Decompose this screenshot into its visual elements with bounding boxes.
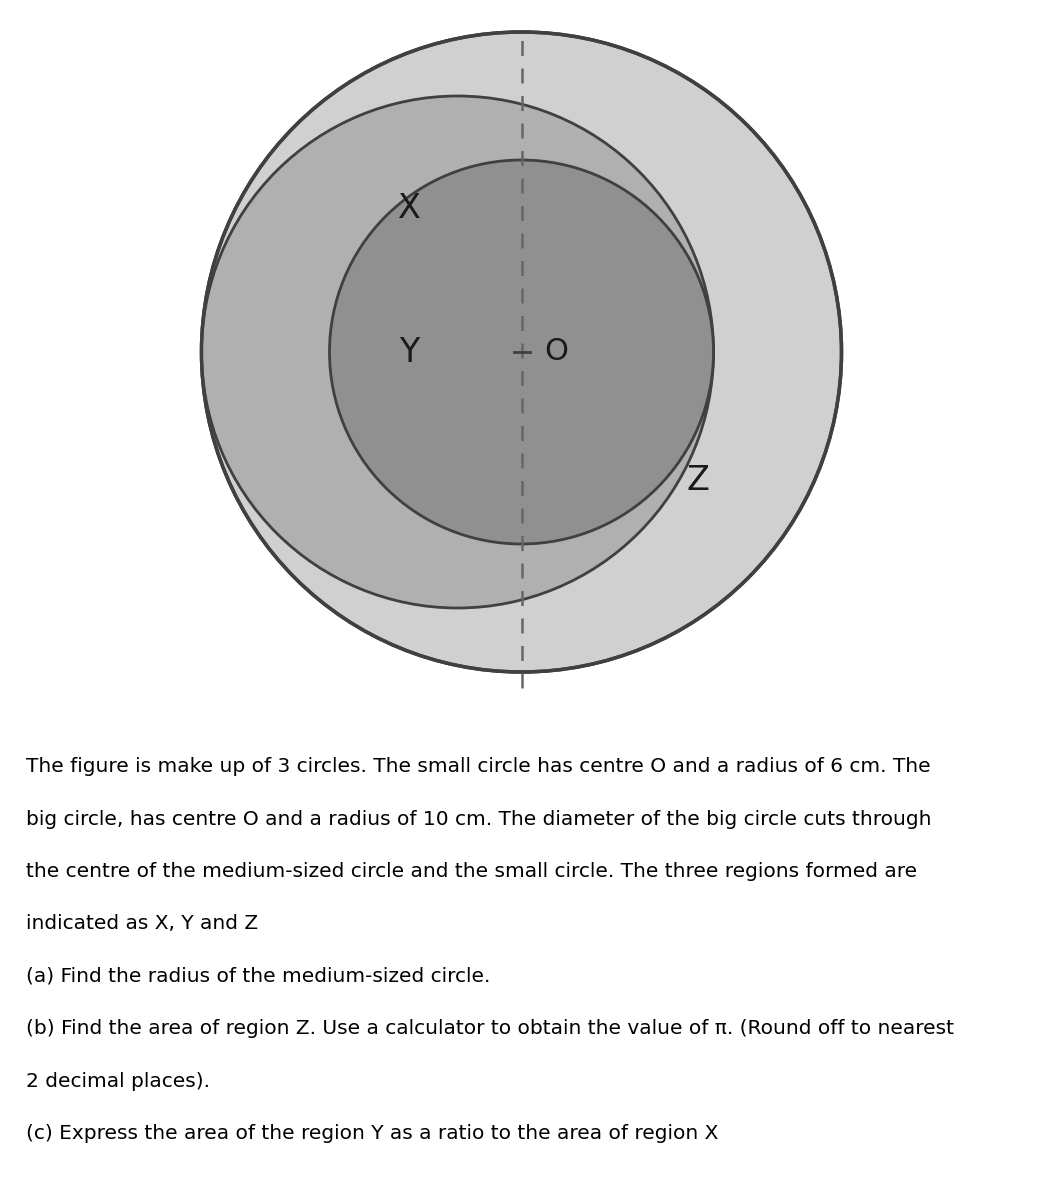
- Text: indicated as X, Y and Z: indicated as X, Y and Z: [26, 914, 259, 934]
- Text: The figure is make up of 3 circles. The small circle has centre O and a radius o: The figure is make up of 3 circles. The …: [26, 757, 930, 776]
- Text: (a) Find the radius of the medium-sized circle.: (a) Find the radius of the medium-sized …: [26, 967, 490, 986]
- Text: Y: Y: [399, 336, 419, 368]
- Text: the centre of the medium-sized circle and the small circle. The three regions fo: the centre of the medium-sized circle an…: [26, 862, 917, 881]
- Text: X: X: [398, 192, 421, 224]
- Text: 2 decimal places).: 2 decimal places).: [26, 1072, 210, 1091]
- Text: (b) Find the area of region Z. Use a calculator to obtain the value of π. (Round: (b) Find the area of region Z. Use a cal…: [26, 1019, 954, 1038]
- Circle shape: [201, 32, 842, 672]
- Circle shape: [201, 96, 713, 608]
- Text: O: O: [543, 337, 567, 366]
- Circle shape: [330, 160, 713, 544]
- Text: big circle, has centre O and a radius of 10 cm. The diameter of the big circle c: big circle, has centre O and a radius of…: [26, 810, 931, 829]
- Text: Z: Z: [686, 463, 709, 497]
- Text: (c) Express the area of the region Y as a ratio to the area of region X: (c) Express the area of the region Y as …: [26, 1124, 719, 1144]
